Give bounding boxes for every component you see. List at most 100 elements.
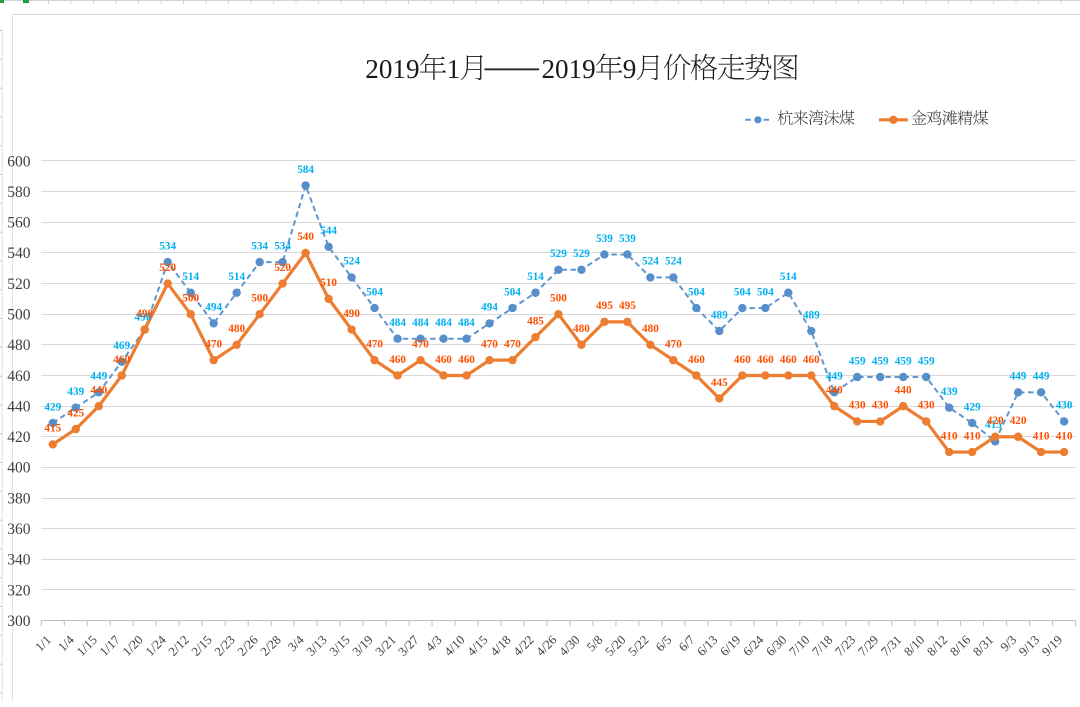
svg-text:300: 300 (7, 613, 31, 630)
svg-text:520: 520 (159, 262, 176, 274)
svg-text:320: 320 (7, 582, 31, 599)
svg-text:489: 489 (711, 309, 728, 321)
svg-text:484: 484 (389, 317, 406, 329)
svg-text:439: 439 (941, 386, 958, 398)
svg-text:539: 539 (619, 233, 636, 245)
svg-text:429: 429 (44, 401, 61, 413)
svg-text:514: 514 (527, 271, 544, 283)
svg-text:494: 494 (481, 302, 498, 314)
svg-text:460: 460 (113, 354, 130, 366)
svg-text:430: 430 (849, 400, 866, 412)
svg-text:430: 430 (918, 400, 935, 412)
svg-text:490: 490 (135, 312, 152, 324)
svg-text:410: 410 (1033, 430, 1050, 442)
svg-text:544: 544 (320, 225, 337, 237)
svg-text:380: 380 (7, 490, 31, 507)
svg-text:459: 459 (895, 355, 912, 367)
svg-text:420: 420 (7, 429, 31, 446)
svg-text:539: 539 (596, 233, 613, 245)
svg-text:485: 485 (527, 316, 544, 328)
svg-text:415: 415 (985, 419, 1002, 431)
svg-text:484: 484 (435, 317, 452, 329)
svg-text:480: 480 (642, 323, 659, 335)
svg-text:520: 520 (7, 276, 31, 293)
svg-text:514: 514 (228, 271, 245, 283)
svg-text:510: 510 (320, 277, 337, 289)
svg-text:460: 460 (803, 354, 820, 366)
svg-text:484: 484 (412, 317, 429, 329)
svg-text:410: 410 (964, 430, 981, 442)
svg-text:449: 449 (1010, 371, 1027, 383)
svg-text:439: 439 (67, 386, 84, 398)
svg-text:460: 460 (688, 354, 705, 366)
svg-text:524: 524 (665, 256, 682, 268)
svg-text:504: 504 (757, 286, 774, 298)
svg-text:504: 504 (366, 286, 383, 298)
svg-text:500: 500 (182, 293, 199, 305)
svg-text:529: 529 (573, 248, 590, 260)
svg-text:470: 470 (665, 339, 682, 351)
svg-text:514: 514 (780, 271, 797, 283)
svg-text:459: 459 (918, 355, 935, 367)
svg-text:449: 449 (1033, 371, 1050, 383)
svg-text:470: 470 (504, 339, 521, 351)
svg-text:340: 340 (7, 552, 31, 569)
svg-text:420: 420 (987, 415, 1004, 427)
svg-text:534: 534 (274, 240, 291, 252)
svg-text:460: 460 (458, 354, 475, 366)
svg-text:470: 470 (481, 339, 498, 351)
svg-text:440: 440 (7, 398, 31, 415)
svg-text:504: 504 (688, 286, 705, 298)
svg-text:430: 430 (1056, 400, 1073, 412)
svg-text:459: 459 (849, 355, 866, 367)
svg-text:480: 480 (7, 337, 31, 354)
svg-text:2019: 2019 (365, 54, 419, 84)
svg-text:500: 500 (550, 293, 567, 305)
svg-text:540: 540 (7, 245, 31, 262)
svg-text:470: 470 (366, 339, 383, 351)
svg-text:529: 529 (550, 248, 567, 260)
svg-text:560: 560 (7, 215, 31, 232)
svg-text:580: 580 (7, 184, 31, 201)
svg-text:584: 584 (297, 164, 314, 176)
svg-text:540: 540 (297, 231, 314, 243)
svg-text:1: 1 (447, 54, 461, 84)
svg-text:504: 504 (504, 286, 521, 298)
svg-text:410: 410 (1056, 430, 1073, 442)
svg-text:449: 449 (826, 371, 843, 383)
svg-text:480: 480 (228, 323, 245, 335)
svg-text:470: 470 (412, 339, 429, 351)
svg-text:460: 460 (780, 354, 797, 366)
svg-text:534: 534 (251, 240, 268, 252)
svg-text:449: 449 (90, 371, 107, 383)
svg-text:445: 445 (711, 377, 728, 389)
svg-text:429: 429 (964, 401, 981, 413)
svg-text:440: 440 (90, 384, 107, 396)
svg-text:460: 460 (757, 354, 774, 366)
svg-text:469: 469 (113, 340, 130, 352)
svg-text:500: 500 (7, 307, 31, 324)
svg-text:410: 410 (941, 430, 958, 442)
svg-text:9: 9 (623, 54, 637, 84)
svg-text:460: 460 (435, 354, 452, 366)
svg-text:460: 460 (7, 368, 31, 385)
svg-text:495: 495 (596, 300, 613, 312)
svg-text:420: 420 (1010, 415, 1027, 427)
svg-text:494: 494 (205, 302, 222, 314)
svg-text:415: 415 (44, 423, 61, 435)
svg-text:440: 440 (895, 384, 912, 396)
svg-text:504: 504 (734, 286, 751, 298)
svg-text:2019: 2019 (541, 54, 595, 84)
svg-text:490: 490 (343, 308, 360, 320)
svg-text:600: 600 (7, 153, 31, 170)
svg-text:484: 484 (458, 317, 475, 329)
svg-text:400: 400 (7, 460, 31, 477)
svg-text:425: 425 (67, 407, 84, 419)
svg-text:524: 524 (343, 256, 360, 268)
svg-text:430: 430 (872, 400, 889, 412)
svg-text:490: 490 (136, 308, 153, 320)
svg-text:460: 460 (389, 354, 406, 366)
svg-text:470: 470 (205, 339, 222, 351)
svg-text:524: 524 (642, 256, 659, 268)
svg-text:360: 360 (7, 521, 31, 538)
